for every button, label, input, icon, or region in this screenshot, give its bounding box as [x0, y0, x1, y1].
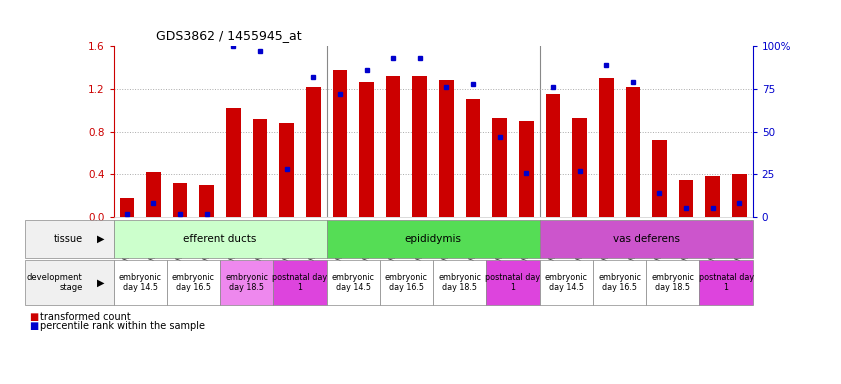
Text: embryonic
day 16.5: embryonic day 16.5 — [598, 273, 641, 292]
Bar — [226, 108, 241, 217]
Bar — [119, 198, 135, 217]
Text: embryonic
day 14.5: embryonic day 14.5 — [545, 273, 588, 292]
Text: efferent ducts: efferent ducts — [183, 234, 257, 244]
Bar — [146, 172, 161, 217]
Text: postnatal day
1: postnatal day 1 — [272, 273, 327, 292]
Bar — [572, 118, 587, 217]
Text: ■: ■ — [29, 321, 39, 331]
Bar — [466, 99, 480, 217]
Bar — [546, 94, 560, 217]
Text: epididymis: epididymis — [405, 234, 462, 244]
Text: ▶: ▶ — [97, 277, 104, 288]
Bar — [679, 180, 694, 217]
Bar — [199, 185, 214, 217]
Bar — [332, 70, 347, 217]
Text: ▶: ▶ — [97, 234, 104, 244]
Text: embryonic
day 14.5: embryonic day 14.5 — [119, 273, 161, 292]
Text: embryonic
day 18.5: embryonic day 18.5 — [225, 273, 268, 292]
Bar — [359, 83, 374, 217]
Text: embryonic
day 18.5: embryonic day 18.5 — [438, 273, 481, 292]
Text: embryonic
day 16.5: embryonic day 16.5 — [172, 273, 215, 292]
Bar — [519, 121, 534, 217]
Text: transformed count: transformed count — [40, 312, 131, 322]
Text: tissue: tissue — [54, 234, 82, 244]
Bar — [492, 118, 507, 217]
Bar — [439, 80, 454, 217]
Text: embryonic
day 14.5: embryonic day 14.5 — [331, 273, 375, 292]
Bar — [386, 76, 400, 217]
Bar — [172, 183, 188, 217]
Text: postnatal day
1: postnatal day 1 — [485, 273, 541, 292]
Bar — [706, 176, 720, 217]
Text: development
stage: development stage — [27, 273, 82, 292]
Bar — [252, 119, 267, 217]
Text: postnatal day
1: postnatal day 1 — [699, 273, 754, 292]
Text: embryonic
day 18.5: embryonic day 18.5 — [651, 273, 695, 292]
Bar — [626, 87, 640, 217]
Text: vas deferens: vas deferens — [612, 234, 680, 244]
Bar — [732, 174, 747, 217]
Bar — [306, 87, 320, 217]
Bar — [279, 123, 294, 217]
Text: ■: ■ — [29, 312, 39, 322]
Text: embryonic
day 16.5: embryonic day 16.5 — [385, 273, 428, 292]
Bar — [412, 76, 427, 217]
Text: percentile rank within the sample: percentile rank within the sample — [40, 321, 205, 331]
Bar — [652, 140, 667, 217]
Bar — [599, 78, 614, 217]
Text: GDS3862 / 1455945_at: GDS3862 / 1455945_at — [156, 29, 301, 42]
